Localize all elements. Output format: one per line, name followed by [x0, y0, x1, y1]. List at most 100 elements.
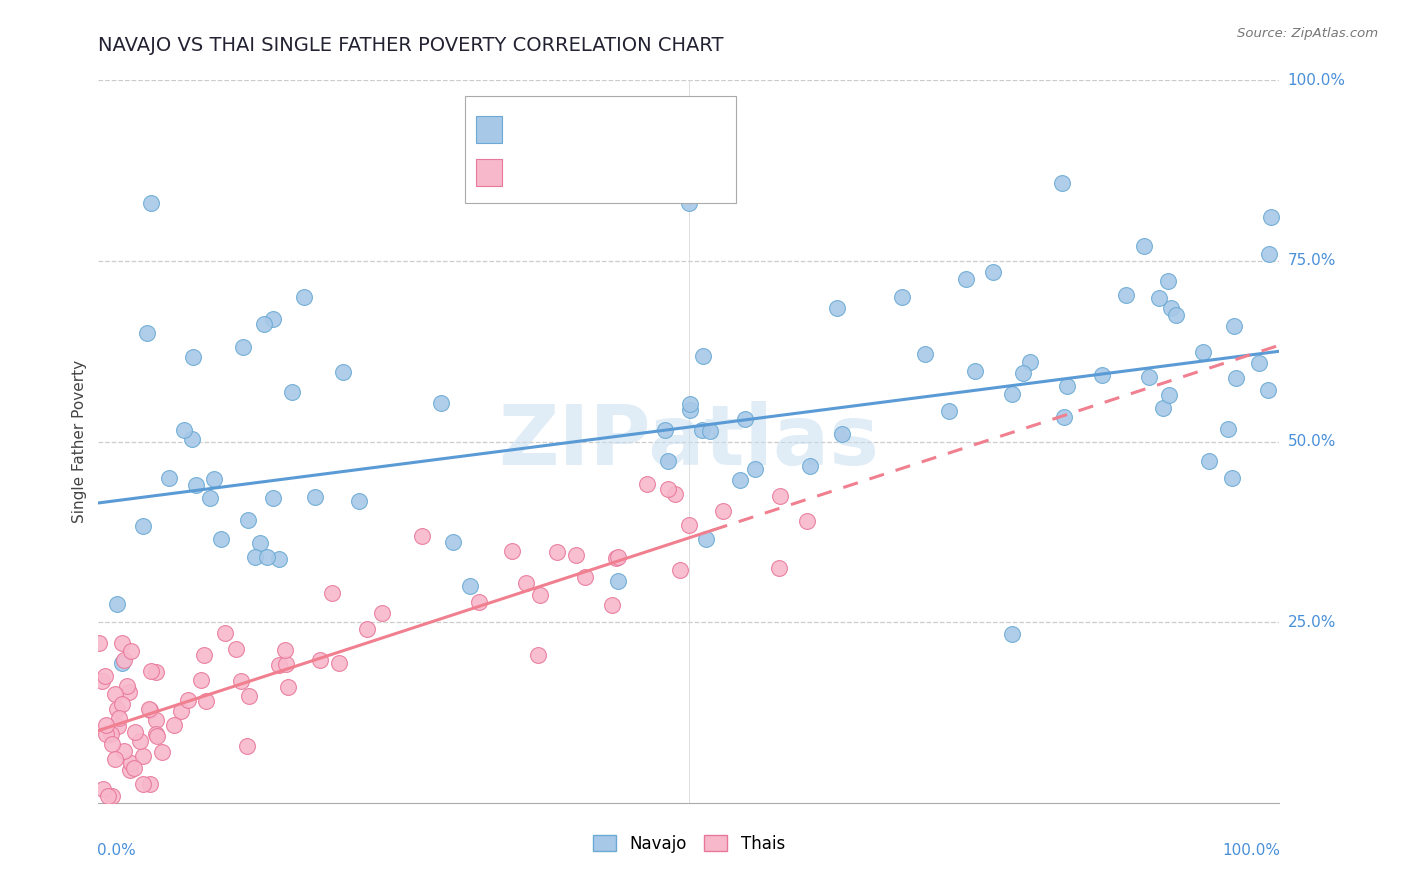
Point [1192, 345, 1215, 359]
Point [129, 734, 152, 748]
Point [124, 725, 146, 739]
Point [145, 713, 167, 727]
Point [256, 549, 278, 564]
Point [891, 290, 914, 304]
Point [657, 483, 679, 497]
Point [111, 636, 134, 650]
Point [1159, 387, 1181, 401]
Point [139, 777, 162, 791]
Point [94, 727, 117, 741]
Point [1147, 291, 1170, 305]
Point [190, 673, 212, 687]
Point [180, 432, 202, 446]
Point [1160, 301, 1182, 316]
Point [141, 664, 163, 678]
Point [664, 487, 686, 501]
Point [91, 673, 114, 688]
Point [100, 737, 122, 751]
Point [112, 744, 135, 758]
Point [679, 402, 702, 417]
Point [91, 781, 114, 796]
Point [1157, 274, 1180, 288]
Point [796, 515, 818, 529]
Point [605, 551, 627, 566]
Point [1257, 383, 1279, 397]
Point [100, 727, 122, 741]
Point [430, 396, 453, 410]
Point [321, 586, 343, 600]
Point [107, 597, 129, 611]
Point [107, 719, 129, 733]
Point [245, 550, 267, 565]
Point [138, 702, 160, 716]
Point [281, 384, 304, 399]
Point [1056, 379, 1078, 393]
Point [136, 326, 159, 340]
Point [163, 718, 186, 732]
Point [122, 761, 145, 775]
Point [546, 545, 568, 559]
Point [157, 471, 180, 485]
Bar [477, 116, 502, 143]
Point [94, 669, 117, 683]
Point [132, 776, 155, 790]
Point [232, 340, 254, 354]
Point [692, 423, 714, 437]
Legend: Navajo, Thais: Navajo, Thais [586, 828, 792, 860]
Point [170, 705, 193, 719]
FancyBboxPatch shape [464, 96, 737, 203]
Point [262, 312, 284, 326]
Point [827, 301, 849, 315]
Point [177, 693, 200, 707]
Point [104, 687, 127, 701]
Point [441, 535, 464, 549]
Point [1091, 368, 1114, 382]
Point [515, 576, 537, 591]
Point [529, 588, 551, 602]
Point [112, 653, 135, 667]
Point [606, 549, 628, 564]
Point [1257, 247, 1279, 261]
Text: 50.0%: 50.0% [1288, 434, 1336, 449]
Point [728, 473, 751, 487]
Point [1164, 308, 1187, 322]
Text: Source: ZipAtlas.com: Source: ZipAtlas.com [1237, 27, 1378, 40]
Point [111, 697, 134, 711]
Point [1115, 288, 1137, 302]
Point [574, 570, 596, 584]
Point [527, 648, 550, 662]
Bar [477, 159, 502, 186]
Text: NAVAJO VS THAI SINGLE FATHER POVERTY CORRELATION CHART: NAVAJO VS THAI SINGLE FATHER POVERTY COR… [98, 36, 724, 54]
Point [304, 490, 326, 504]
Point [1216, 422, 1239, 436]
Point [1152, 401, 1174, 415]
Point [768, 561, 790, 575]
Point [269, 551, 291, 566]
Point [94, 718, 117, 732]
Point [139, 703, 162, 717]
Point [267, 658, 290, 673]
Point [1220, 471, 1243, 485]
Point [173, 423, 195, 437]
Point [145, 729, 167, 743]
Point [1198, 454, 1220, 468]
Point [332, 365, 354, 379]
Point [799, 459, 821, 474]
Point [249, 536, 271, 550]
Point [309, 653, 332, 667]
Point [193, 648, 215, 662]
Point [186, 478, 208, 492]
Point [198, 491, 221, 505]
Point [202, 472, 225, 486]
Point [938, 404, 960, 418]
Point [225, 642, 247, 657]
Point [831, 426, 853, 441]
Point [328, 656, 350, 670]
Text: R = 0.357   N = 82: R = 0.357 N = 82 [512, 163, 682, 181]
Point [458, 579, 481, 593]
Point [699, 424, 721, 438]
Point [139, 196, 162, 211]
Point [115, 679, 138, 693]
Point [501, 544, 523, 558]
Point [678, 196, 700, 211]
